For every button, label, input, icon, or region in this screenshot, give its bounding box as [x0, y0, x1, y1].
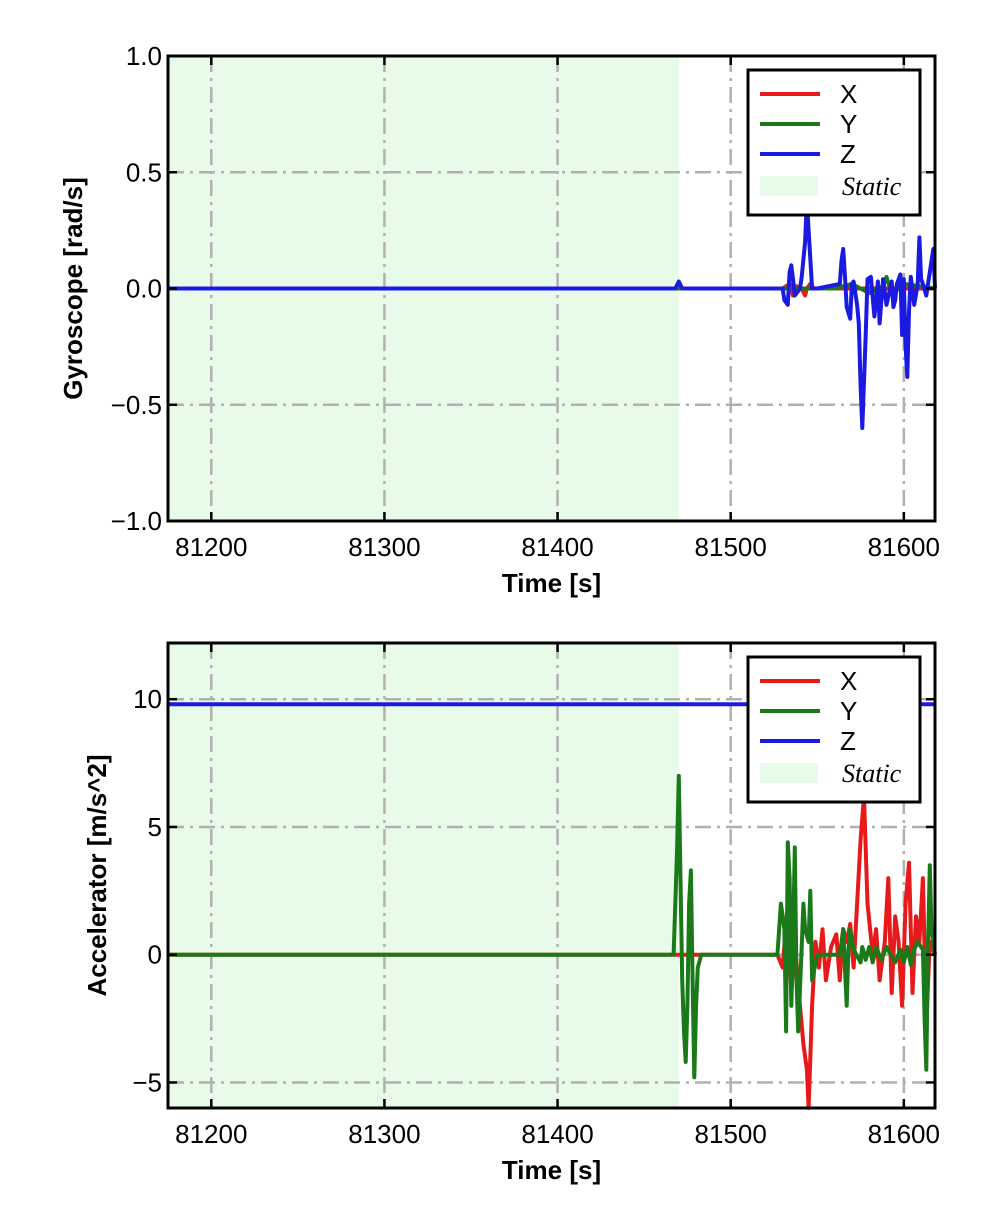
gyroscope-ticks — [168, 54, 935, 523]
gyroscope-xtick-label-4: 81600 — [868, 532, 940, 562]
accelerator-legend-x-label: X — [840, 666, 857, 696]
gyroscope-xtick-label-0: 81200 — [175, 532, 247, 562]
accelerator-ytick-label-3: −5 — [132, 1067, 162, 1097]
accelerator-legend-z-label: Z — [840, 726, 856, 756]
gyroscope-series-z — [168, 198, 937, 430]
accelerator-xtick-label-3: 81500 — [695, 1119, 767, 1149]
gyroscope-legend: X Y Z Static — [746, 68, 922, 217]
accelerator-ytick-label-1: 5 — [148, 812, 162, 842]
gyroscope-x-axis-label: Time [s] — [502, 568, 601, 598]
accelerator-series-y — [168, 773, 937, 1080]
gyroscope-xtick-label-2: 81400 — [521, 532, 593, 562]
gyroscope-series — [168, 198, 937, 430]
accelerator-xtick-label-1: 81300 — [348, 1119, 420, 1149]
gyroscope-xtick-label-1: 81300 — [348, 532, 420, 562]
gyroscope-legend-static-swatch — [760, 176, 818, 196]
accelerator-xtick-label-0: 81200 — [175, 1119, 247, 1149]
gyroscope-ytick-label-1: 0.5 — [126, 157, 162, 187]
accelerator-x-axis-label: Time [s] — [502, 1155, 601, 1185]
gyroscope-legend-x-label: X — [840, 79, 857, 109]
accelerator-series-x — [168, 794, 937, 1110]
accelerator-ytick-label-0: 10 — [133, 684, 162, 714]
gyroscope-ytick-label-0: 1.0 — [126, 41, 162, 71]
gyroscope-legend-y-label: Y — [840, 109, 857, 139]
gyroscope-ytick-label-3: −0.5 — [111, 390, 162, 420]
accelerator-ytick-label-2: 0 — [148, 940, 162, 970]
accelerator-xtick-label-4: 81600 — [868, 1119, 940, 1149]
accelerator-xtick-label-2: 81400 — [521, 1119, 593, 1149]
accelerator-y-axis-label: Accelerator [m/s^2] — [82, 754, 112, 996]
accelerator-legend-static-label: Static — [842, 759, 902, 788]
accelerator-legend-y-label: Y — [840, 696, 857, 726]
accelerator-tick-labels: 81200 81300 81400 81500 81600 10 5 0 −5 — [132, 684, 940, 1149]
accelerator-chart: 81200 81300 81400 81500 81600 10 5 0 −5 Time [s]… — [82, 641, 940, 1185]
accelerator-plot-frame — [166, 641, 937, 1110]
gyroscope-legend-static-label: Static — [842, 172, 902, 201]
gyroscope-tick-labels: 81200 81300 81400 81500 81600 1.0 0.5 0.0 −0.5 −1… — [111, 41, 940, 562]
accelerator-legend-static-swatch — [760, 763, 818, 783]
accelerator-ticks — [168, 643, 935, 1108]
gyroscope-ytick-label-4: −1.0 — [111, 506, 162, 536]
gyroscope-ytick-label-2: 0.0 — [126, 274, 162, 304]
gyroscope-chart: 81200 81300 81400 81500 81600 1.0 0.5 0.0 −0.5 −1… — [58, 41, 940, 598]
gyroscope-xtick-label-3: 81500 — [695, 532, 767, 562]
accelerator-legend: X Y Z Static — [746, 655, 922, 804]
accelerator-static-region — [168, 643, 679, 1108]
gyroscope-y-axis-label: Gyroscope [rad/s] — [58, 177, 88, 400]
gyroscope-legend-z-label: Z — [840, 139, 856, 169]
